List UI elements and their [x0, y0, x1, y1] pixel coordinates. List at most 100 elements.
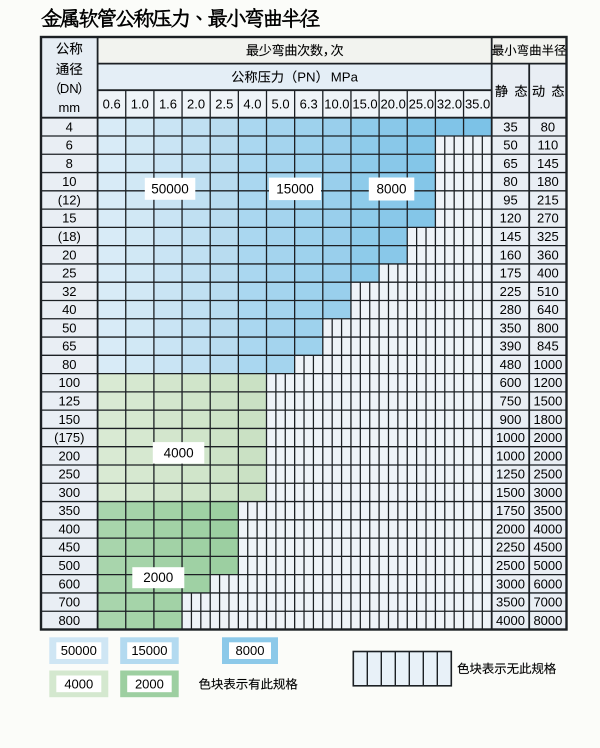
svg-text:1200: 1200	[533, 375, 562, 390]
svg-text:120: 120	[500, 211, 522, 226]
svg-text:125: 125	[58, 394, 80, 409]
svg-text:600: 600	[500, 375, 522, 390]
svg-text:65: 65	[503, 156, 517, 171]
svg-text:400: 400	[537, 266, 559, 281]
svg-text:110: 110	[538, 138, 559, 153]
svg-text:2.5: 2.5	[215, 97, 233, 112]
svg-text:50000: 50000	[61, 643, 97, 658]
svg-text:1000: 1000	[496, 430, 525, 445]
svg-text:50: 50	[62, 320, 76, 335]
svg-text:175: 175	[500, 266, 522, 281]
svg-text:4000: 4000	[496, 613, 525, 628]
svg-text:160: 160	[500, 247, 522, 262]
svg-text:2000: 2000	[533, 430, 562, 445]
svg-text:100: 100	[58, 375, 80, 390]
svg-text:32: 32	[62, 284, 76, 299]
svg-text:145: 145	[500, 229, 522, 244]
svg-text:MPa: MPa	[331, 69, 359, 84]
svg-text:1.0: 1.0	[131, 97, 149, 112]
svg-text:225: 225	[500, 284, 522, 299]
svg-text:845: 845	[537, 339, 559, 354]
svg-text:2000: 2000	[135, 676, 164, 691]
svg-text:6.3: 6.3	[300, 97, 318, 112]
svg-text:(18): (18)	[58, 229, 81, 244]
svg-text:0.6: 0.6	[103, 97, 121, 112]
svg-text:700: 700	[58, 595, 80, 610]
svg-text:2000: 2000	[143, 570, 173, 585]
svg-text:25: 25	[62, 266, 76, 281]
svg-text:3000: 3000	[496, 576, 525, 591]
svg-text:40: 40	[62, 302, 76, 317]
svg-text:6: 6	[66, 138, 73, 153]
svg-text:65: 65	[62, 339, 76, 354]
svg-text:180: 180	[537, 174, 559, 189]
svg-text:35.0: 35.0	[465, 97, 490, 112]
svg-text:(12): (12)	[58, 193, 81, 208]
svg-text:10: 10	[62, 174, 76, 189]
svg-text:3000: 3000	[533, 485, 562, 500]
svg-text:8000: 8000	[376, 182, 406, 197]
svg-text:2.0: 2.0	[187, 97, 205, 112]
svg-text:270: 270	[537, 211, 559, 226]
svg-text:4500: 4500	[533, 540, 562, 555]
svg-text:300: 300	[58, 485, 80, 500]
svg-text:80: 80	[503, 174, 517, 189]
svg-text:325: 325	[537, 229, 559, 244]
svg-text:1500: 1500	[533, 394, 562, 409]
svg-text:900: 900	[500, 412, 522, 427]
svg-text:510: 510	[537, 284, 559, 299]
svg-text:4: 4	[66, 119, 73, 134]
svg-text:1750: 1750	[496, 503, 525, 518]
svg-text:640: 640	[537, 302, 559, 317]
svg-text:1000: 1000	[533, 357, 562, 372]
svg-text:350: 350	[58, 503, 80, 518]
svg-text:2000: 2000	[496, 522, 525, 537]
svg-text:2500: 2500	[533, 467, 562, 482]
svg-text:500: 500	[58, 558, 80, 573]
svg-text:DN: DN	[60, 81, 79, 96]
svg-text:95: 95	[503, 193, 517, 208]
svg-text:400: 400	[58, 522, 80, 537]
svg-text:10.0: 10.0	[324, 97, 349, 112]
svg-text:5.0: 5.0	[272, 97, 290, 112]
svg-text:4000: 4000	[164, 445, 194, 460]
svg-text:450: 450	[58, 540, 80, 555]
svg-text:15000: 15000	[276, 181, 314, 196]
svg-text:750: 750	[500, 394, 522, 409]
svg-text:800: 800	[537, 320, 559, 335]
svg-text:4000: 4000	[533, 522, 562, 537]
svg-text:mm: mm	[58, 100, 80, 115]
svg-text:480: 480	[500, 357, 522, 372]
svg-text:32.0: 32.0	[437, 97, 462, 112]
svg-text:(175): (175)	[54, 430, 84, 445]
svg-text:1000: 1000	[496, 448, 525, 463]
svg-text:145: 145	[537, 156, 559, 171]
svg-text:1800: 1800	[533, 412, 562, 427]
svg-text:1.6: 1.6	[159, 97, 177, 112]
svg-text:25.0: 25.0	[409, 97, 434, 112]
svg-text:150: 150	[58, 412, 80, 427]
svg-text:15.0: 15.0	[352, 97, 377, 112]
svg-text:3500: 3500	[496, 595, 525, 610]
svg-text:1500: 1500	[496, 485, 525, 500]
svg-text:2250: 2250	[496, 540, 525, 555]
svg-text:80: 80	[541, 119, 555, 134]
svg-text:2000: 2000	[533, 448, 562, 463]
svg-text:360: 360	[537, 247, 559, 262]
svg-text:20.0: 20.0	[381, 97, 406, 112]
svg-text:PN: PN	[297, 69, 315, 84]
svg-text:35: 35	[503, 119, 517, 134]
svg-text:15: 15	[62, 211, 76, 226]
svg-text:15000: 15000	[131, 643, 167, 658]
svg-text:7000: 7000	[533, 595, 562, 610]
svg-text:350: 350	[500, 320, 522, 335]
svg-text:390: 390	[500, 339, 522, 354]
svg-text:50: 50	[503, 138, 517, 153]
svg-text:4.0: 4.0	[243, 97, 261, 112]
svg-text:8: 8	[66, 156, 73, 171]
svg-text:215: 215	[537, 193, 559, 208]
svg-text:2500: 2500	[496, 558, 525, 573]
svg-text:1250: 1250	[496, 467, 525, 482]
svg-text:50000: 50000	[151, 181, 189, 196]
svg-text:4000: 4000	[64, 676, 93, 691]
